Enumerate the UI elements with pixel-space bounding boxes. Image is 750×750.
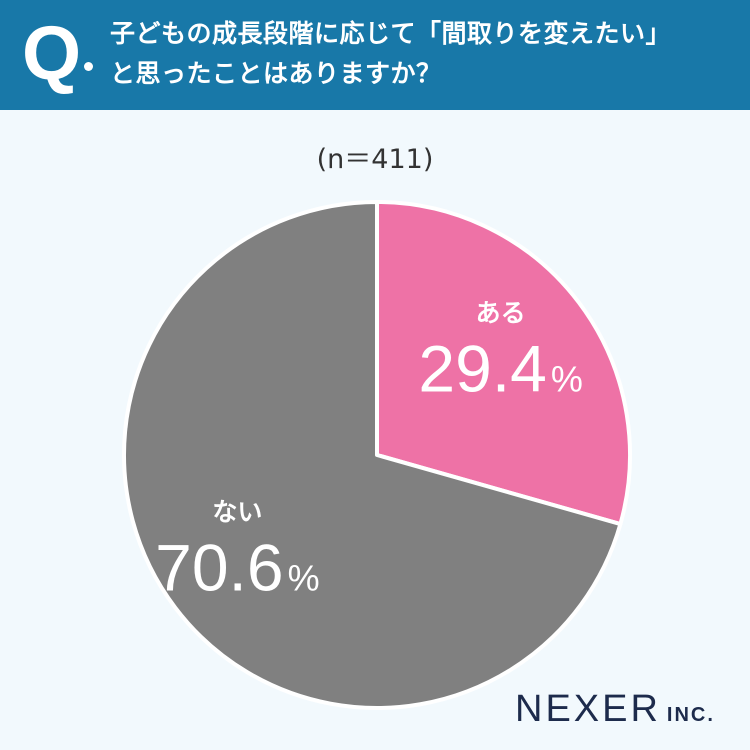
question-line-2: と思ったことはありますか？ [110, 59, 442, 88]
question-text: 子どもの成長段階に応じて「間取りを変えたい」 と思ったことはありますか？ [110, 14, 740, 94]
sample-size-label: (n＝411) [316, 144, 434, 175]
slice-no-value: 70.6% [155, 531, 319, 605]
logo-main: NEXER [515, 688, 661, 730]
q-mark: Q [22, 11, 82, 96]
question-line-1: 子どもの成長段階に応じて「間取りを変えたい」 [110, 19, 672, 48]
slice-no-label: ない [212, 498, 262, 527]
slice-no [122, 200, 623, 710]
question-header: Q 子どもの成長段階に応じて「間取りを変えたい」 と思ったことはありますか？ [0, 0, 750, 110]
q-dot [84, 62, 93, 71]
slice-yes [375, 200, 632, 527]
slice-yes-label: ある [476, 299, 526, 328]
logo-sub: INC. [666, 704, 715, 726]
nexer-logo: NEXER INC. [515, 688, 715, 731]
slice-yes-value: 29.4% [418, 332, 582, 406]
